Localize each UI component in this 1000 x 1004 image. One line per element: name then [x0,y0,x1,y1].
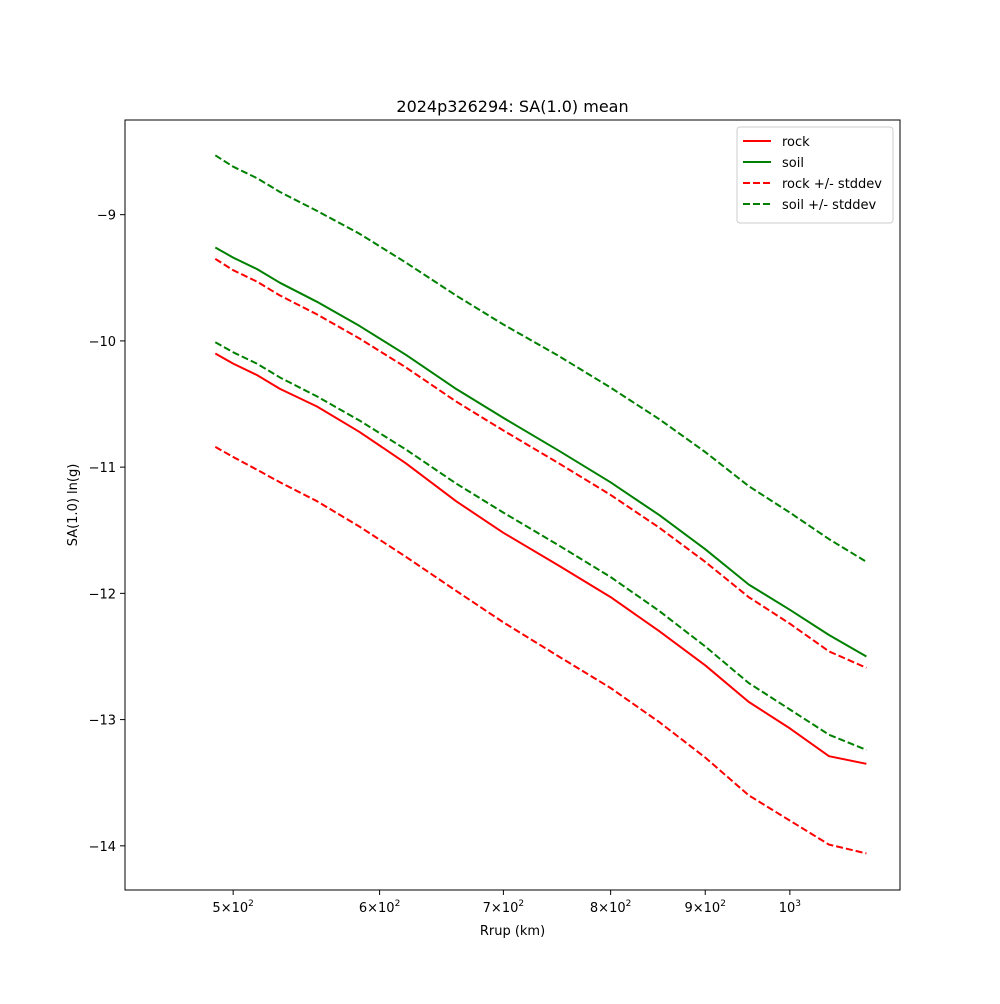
y-tick-label: −9 [97,209,116,224]
x-tick-label: 6×102 [359,899,400,916]
x-axis: 5×102 6×102 7×102 8×102 9×102 103 [212,890,801,916]
y-tick-label: −10 [89,335,116,350]
y-tick-label: −11 [89,461,116,476]
x-tick-label: 103 [779,899,801,916]
legend: rock soil rock +/- stddev soil +/- stddev [736,126,894,224]
series-line-1 [214,246,867,658]
x-tick-label: 7×102 [483,899,524,916]
legend-label: rock [782,135,810,150]
series-line-0 [214,352,867,765]
x-axis-label: Rrup (km) [480,924,545,939]
legend-label: soil [782,156,804,171]
series-line-4 [214,446,867,855]
plot-frame [124,119,901,891]
series-line-5 [214,341,867,751]
x-tick-label: 5×102 [212,899,253,916]
legend-label: soil +/- stddev [782,198,877,213]
y-tick-label: −13 [89,714,116,729]
legend-label: rock +/- stddev [782,177,882,192]
series-line-3 [214,154,867,563]
y-tick-label: −14 [89,840,116,855]
y-axis-label: SA(1.0) ln(g) [66,464,81,547]
x-tick-label: 9×102 [685,899,726,916]
series-line-2 [214,258,867,669]
y-tick-label: −12 [89,587,116,602]
legend-box [736,126,894,224]
x-tick-label: 8×102 [590,899,631,916]
y-axis: −9 −10 −11 −12 −13 −14 [89,209,125,855]
chart-title: 2024p326294: SA(1.0) mean [396,97,628,116]
series-layer [214,154,867,855]
